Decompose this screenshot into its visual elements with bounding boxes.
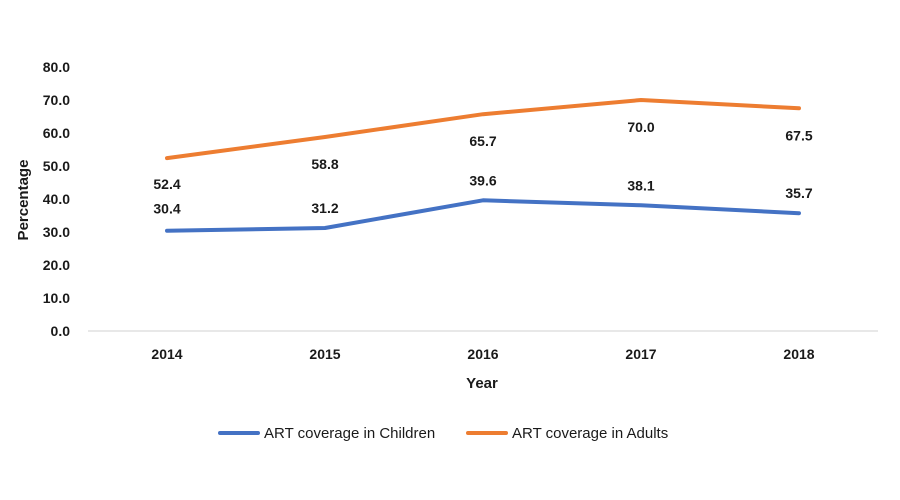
chart-panel <box>0 48 900 450</box>
series-line-adults <box>165 98 801 161</box>
x-tick-label: 2017 <box>625 346 656 362</box>
series-line-children <box>165 198 801 233</box>
legend: ART coverage in Children ART coverage in … <box>218 425 668 442</box>
y-tick-label: 20.0 <box>43 257 70 273</box>
y-tick-label: 10.0 <box>43 290 70 306</box>
y-tick-labels: 0.0 10.0 20.0 30.0 40.0 50.0 60.0 70.0 80.0 <box>43 59 70 339</box>
y-tick-label: 70.0 <box>43 92 70 108</box>
data-label: 31.2 <box>311 200 338 216</box>
data-label: 35.7 <box>785 185 812 201</box>
data-labels: 30.4 31.2 39.6 38.1 35.7 52.4 58.8 65.7 70.0 67.5 <box>153 119 812 217</box>
x-tick-label: 2014 <box>151 346 182 362</box>
data-label: 65.7 <box>469 133 496 149</box>
y-axis-title: Percentage <box>15 160 32 241</box>
data-label: 67.5 <box>785 127 812 143</box>
x-tick-label: 2015 <box>309 346 340 362</box>
legend-label: ART coverage in Adults <box>512 425 668 442</box>
x-tick-label: 2018 <box>783 346 814 362</box>
legend-label: ART coverage in Children <box>264 425 435 442</box>
y-tick-label: 80.0 <box>43 59 70 75</box>
x-tick-label: 2016 <box>467 346 498 362</box>
x-axis-title: Year <box>466 375 498 392</box>
y-tick-label: 40.0 <box>43 191 70 207</box>
data-label: 30.4 <box>153 201 180 217</box>
data-label: 39.6 <box>469 172 496 188</box>
y-tick-label: 50.0 <box>43 158 70 174</box>
y-tick-label: 0.0 <box>51 323 71 339</box>
data-label: 58.8 <box>311 156 338 172</box>
data-label: 52.4 <box>153 176 180 192</box>
y-tick-label: 60.0 <box>43 125 70 141</box>
data-label: 38.1 <box>627 177 654 193</box>
y-tick-label: 30.0 <box>43 224 70 240</box>
x-tick-labels: 2014 2015 2016 2017 2018 <box>151 346 814 362</box>
data-label: 70.0 <box>627 119 654 135</box>
series-lines <box>165 98 801 233</box>
